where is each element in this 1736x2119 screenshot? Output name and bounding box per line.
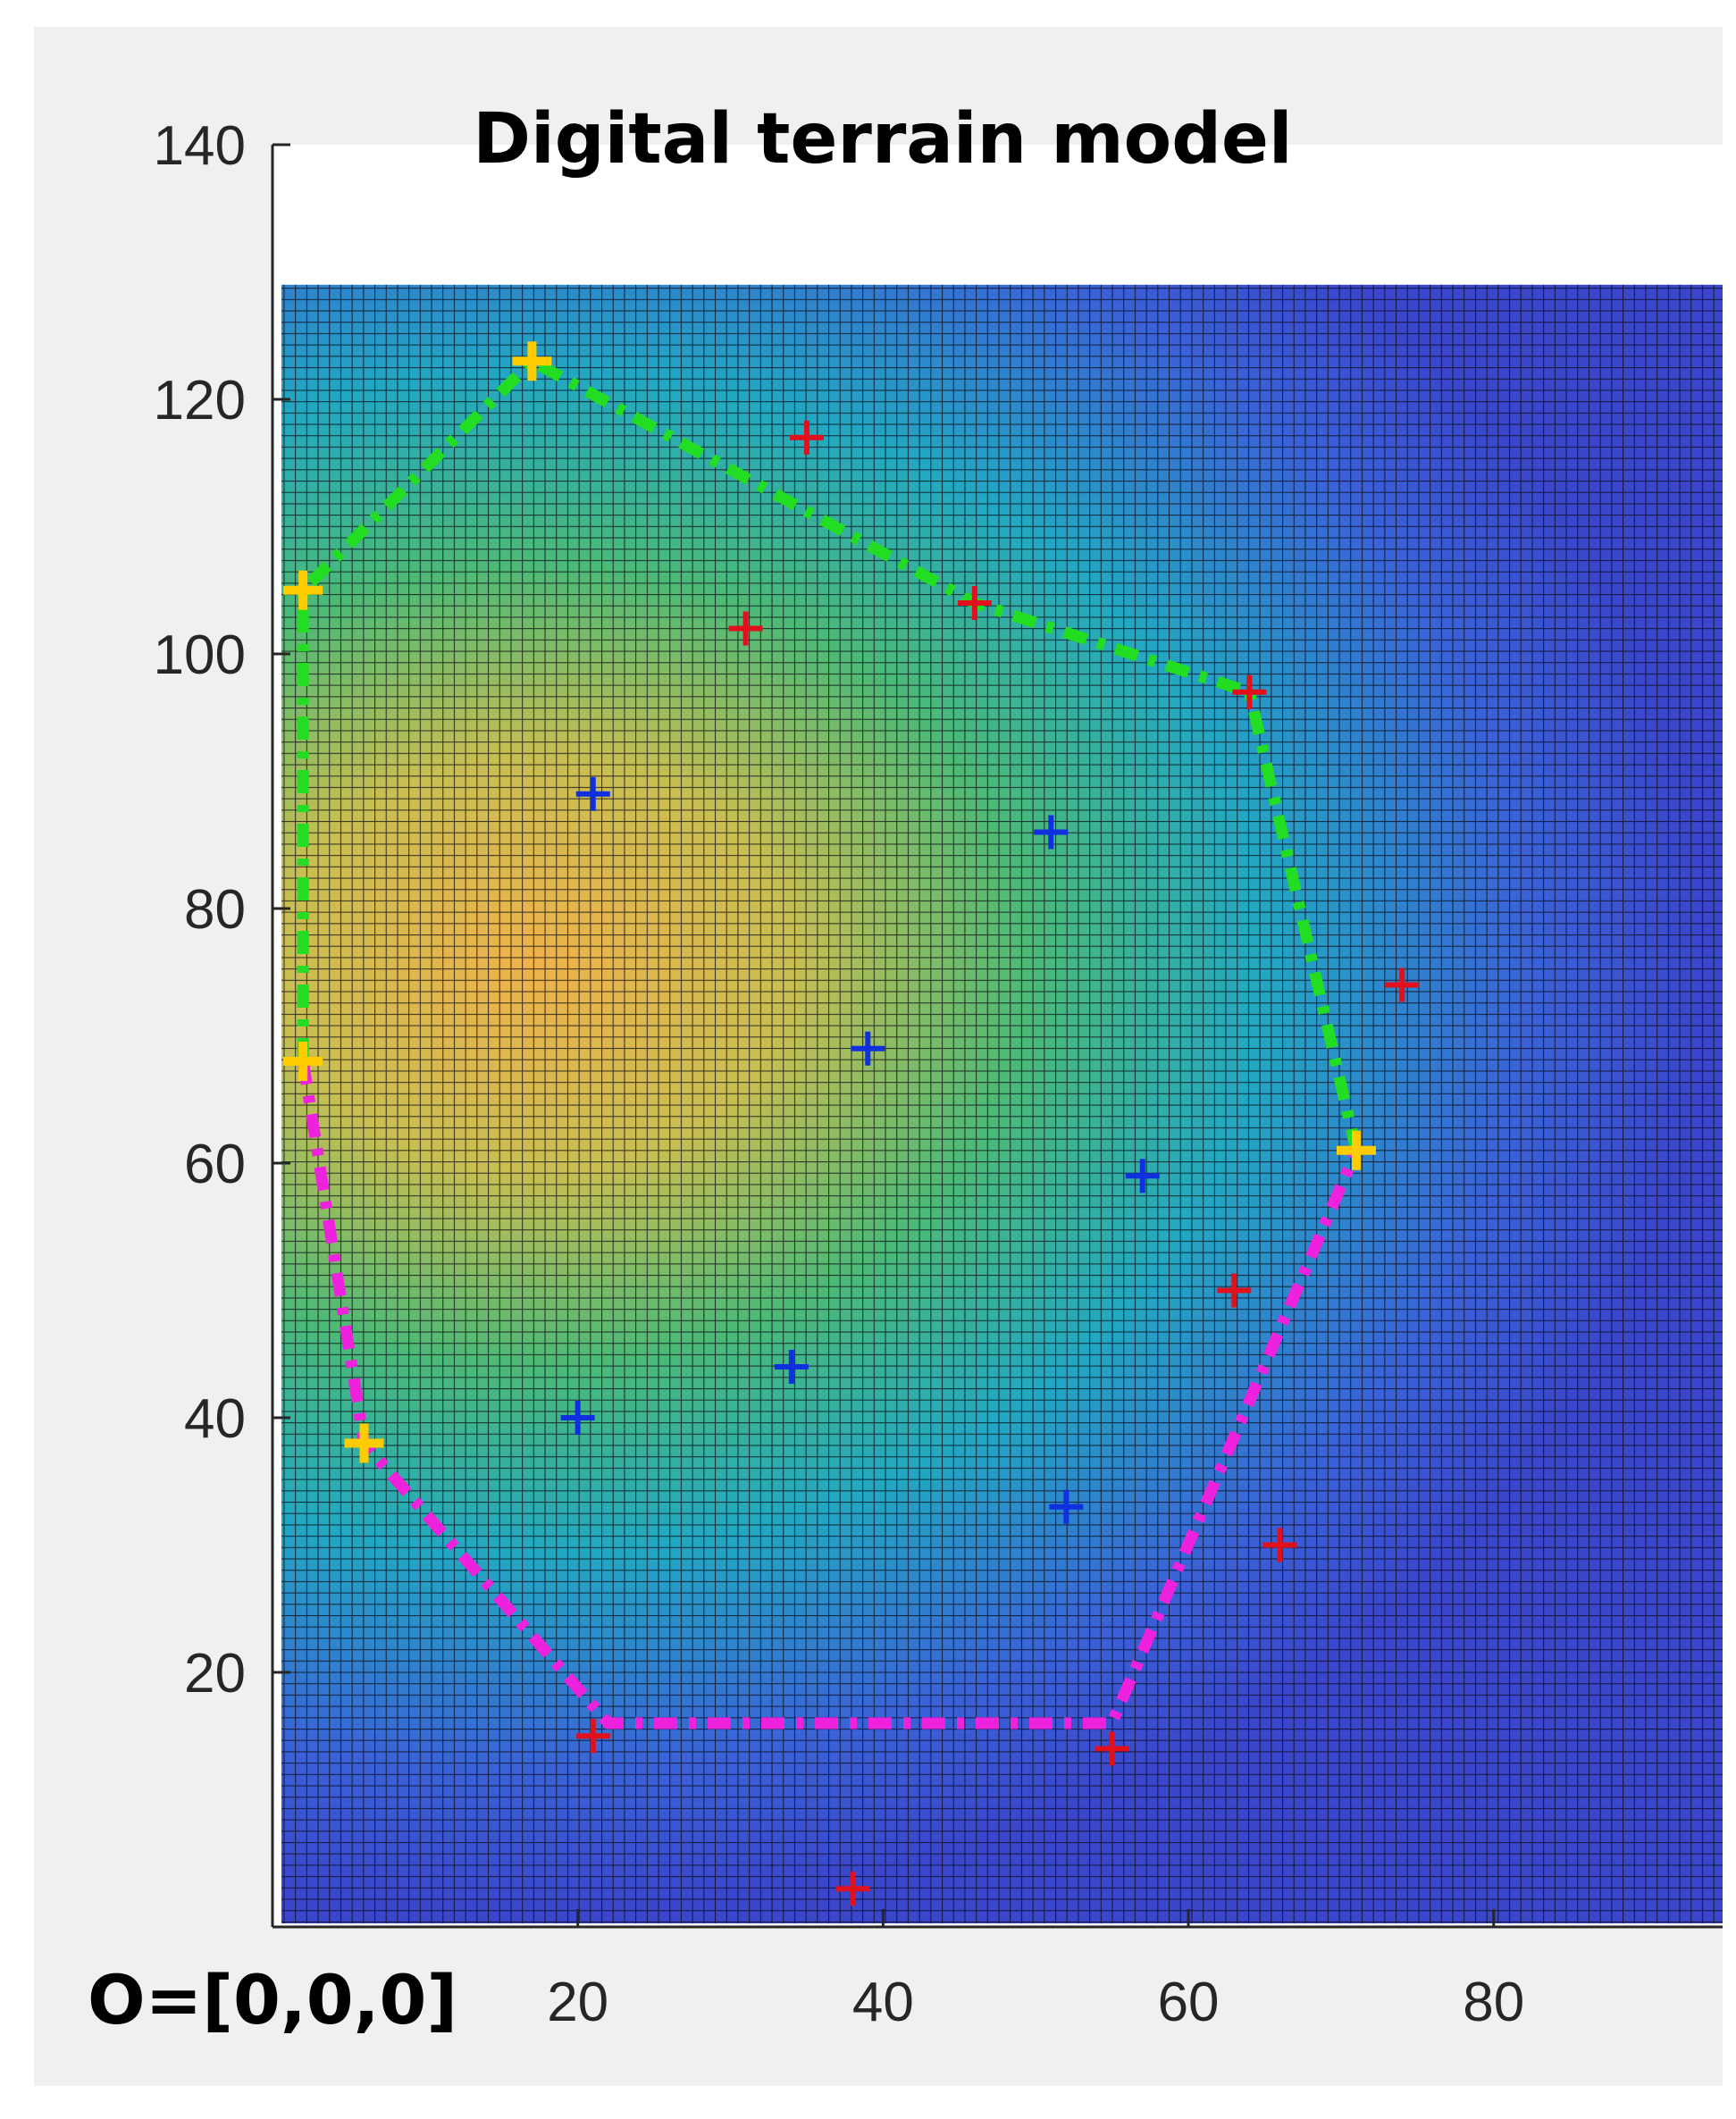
point-marker: [1232, 674, 1267, 709]
y-tick-label: 100: [154, 624, 246, 686]
point-marker: [1125, 1159, 1160, 1194]
figure-panel: 20 40 60 80 100 120 140 20 40 60 80 Digital terrai…: [34, 27, 1723, 2086]
point-marker: [1336, 1130, 1376, 1170]
point-marker: [575, 776, 610, 811]
point-markers: [283, 341, 1420, 1906]
y-tick-label: 80: [184, 879, 246, 941]
terrain-mesh-grid: [281, 284, 1723, 1923]
axes: 20 40 60 80 100 120 140 20 40 60 80: [154, 115, 1723, 2033]
x-tick-label: 80: [1463, 1972, 1524, 2033]
y-tick-label: 140: [154, 115, 246, 177]
origin-annotation: O=[0,0,0]: [88, 1960, 457, 2039]
point-marker: [851, 1031, 885, 1066]
point-marker: [728, 611, 763, 646]
point-marker: [1385, 967, 1420, 1002]
point-marker: [835, 1872, 870, 1906]
point-marker: [1262, 1528, 1297, 1562]
point-marker: [344, 1423, 384, 1463]
point-marker: [957, 586, 992, 620]
point-marker: [283, 1042, 323, 1081]
x-tick-label: 20: [547, 1972, 608, 2033]
point-marker: [1034, 815, 1069, 850]
point-marker: [774, 1350, 809, 1384]
x-tick-label: 60: [1158, 1972, 1220, 2033]
point-marker: [560, 1401, 595, 1435]
point-marker: [283, 570, 323, 610]
x-tick-label: 40: [852, 1972, 914, 2033]
point-marker: [789, 420, 824, 455]
point-marker: [1217, 1273, 1252, 1308]
terrain-surface: [281, 284, 1723, 1923]
point-marker: [575, 1719, 610, 1754]
point-marker: [1094, 1731, 1129, 1766]
y-tick-label: 20: [184, 1643, 246, 1704]
boundary-line-2: [297, 1060, 1362, 1730]
boundary-line-1: [297, 354, 1363, 1152]
terrain-chart: 20 40 60 80 100 120 140 20 40 60 80 Digital terrai…: [88, 99, 1723, 2039]
boundary-lines: [297, 354, 1363, 1730]
point-marker: [1049, 1489, 1084, 1524]
point-marker: [512, 341, 552, 381]
chart-title: Digital terrain model: [473, 99, 1292, 180]
y-tick-label: 120: [154, 370, 246, 431]
y-tick-label: 40: [184, 1388, 246, 1450]
y-tick-label: 60: [184, 1134, 246, 1195]
